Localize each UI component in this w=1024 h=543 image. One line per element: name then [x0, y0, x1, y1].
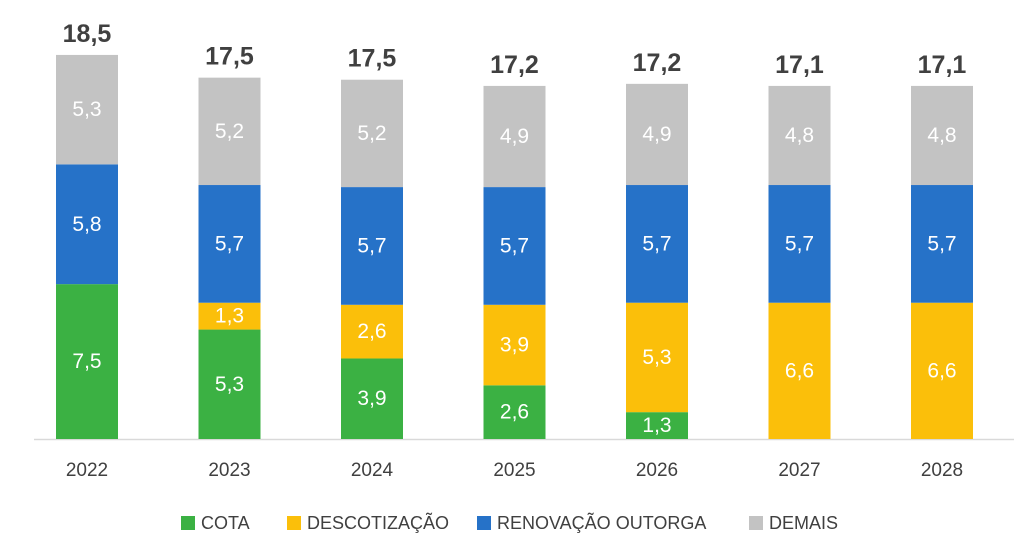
- bar-value-label: 3,9: [500, 334, 529, 357]
- legend-label: RENOVAÇÃO OUTORGA: [497, 512, 706, 533]
- bar-segment: [483, 385, 546, 439]
- bar-value-label: 5,3: [215, 373, 244, 396]
- bar-value-label: 5,7: [927, 232, 956, 255]
- bar-value-label: 4,9: [500, 125, 529, 148]
- bar-segment: [198, 185, 261, 303]
- bar-segment: [56, 54, 118, 165]
- bar-segment: [341, 79, 403, 188]
- bar-value-label: 3,9: [357, 387, 386, 410]
- bar-value-label: 2,6: [500, 401, 529, 424]
- bar-segment: [341, 304, 403, 359]
- bar-value-label: 5,7: [785, 232, 814, 255]
- bar-segment: [483, 304, 546, 386]
- bar-segment: [768, 85, 831, 186]
- bar-value-label: 5,7: [215, 232, 244, 255]
- bar-value-label: 4,9: [642, 123, 671, 146]
- x-tick-label: 2023: [208, 460, 250, 481]
- bar-segment: [911, 85, 973, 186]
- bar-total-label: 17,5: [205, 43, 254, 71]
- legend-swatch: [181, 516, 195, 530]
- bar-value-label: 5,7: [642, 232, 671, 255]
- bar-total-label: 18,5: [63, 20, 112, 48]
- bar-segment: [198, 302, 261, 330]
- bar-segment: [626, 302, 688, 413]
- bar-segment: [198, 77, 261, 186]
- bar-value-label: 5,2: [357, 122, 386, 145]
- x-tick-label: 2024: [351, 460, 394, 481]
- bar-segment: [911, 185, 973, 303]
- bar-segment: [768, 302, 831, 439]
- bar-value-label: 5,3: [72, 98, 101, 121]
- bar-value-label: 1,3: [642, 414, 671, 437]
- bar-segment: [198, 329, 261, 439]
- bar-total-label: 17,1: [918, 51, 967, 79]
- bar-segment: [483, 85, 546, 188]
- bar-value-label: 4,8: [785, 124, 814, 147]
- legend-swatch: [749, 516, 763, 530]
- bar-value-label: 4,8: [927, 124, 956, 147]
- bar-segment: [341, 358, 403, 439]
- bar-total-label: 17,5: [348, 45, 397, 73]
- bar-segment: [768, 185, 831, 303]
- bar-value-label: 5,3: [642, 346, 671, 369]
- bar-value-label: 7,5: [72, 350, 101, 373]
- bar-value-label: 5,7: [357, 234, 386, 257]
- bar-segment: [626, 412, 688, 439]
- bar-segment: [341, 187, 403, 305]
- bar-total-label: 17,2: [633, 49, 682, 77]
- bar-segment: [56, 164, 118, 285]
- bar-value-label: 5,8: [72, 213, 101, 236]
- x-tick-label: 2026: [636, 460, 678, 481]
- legend-label: COTA: [201, 513, 250, 533]
- bar-total-label: 17,2: [490, 51, 539, 79]
- bar-value-label: 1,3: [215, 305, 244, 328]
- x-tick-label: 2022: [66, 460, 108, 481]
- legend-swatch: [287, 516, 301, 530]
- bar-value-label: 6,6: [927, 359, 956, 382]
- bar-value-label: 2,6: [357, 320, 386, 343]
- bar-segment: [911, 302, 973, 439]
- legend-label: DEMAIS: [769, 513, 838, 533]
- bar-total-label: 17,1: [775, 51, 824, 79]
- bar-value-label: 6,6: [785, 359, 814, 382]
- bar-value-label: 5,7: [500, 234, 529, 257]
- x-tick-label: 2025: [493, 460, 535, 481]
- bar-segment: [483, 187, 546, 305]
- legend-label: DESCOTIZAÇÃO: [307, 512, 449, 533]
- x-tick-label: 2028: [921, 460, 963, 481]
- bar-segment: [626, 83, 688, 186]
- bar-value-label: 5,2: [215, 120, 244, 143]
- legend-swatch: [477, 516, 491, 530]
- bar-segment: [626, 185, 688, 303]
- x-tick-label: 2027: [778, 460, 820, 481]
- bar-segment: [56, 284, 118, 439]
